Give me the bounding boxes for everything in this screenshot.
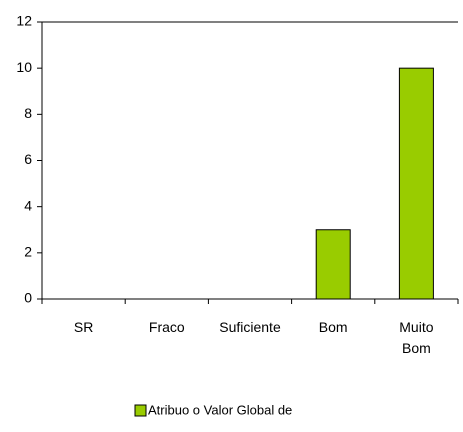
legend-swatch [134,404,147,417]
x-tick-label: Suficiente [219,319,281,335]
y-tick-label: 2 [24,244,32,260]
x-tick-label: SR [73,319,94,335]
y-tick-label: 4 [24,197,32,213]
y-tick-label: 8 [24,105,32,121]
legend-label: Atribuo o Valor Global de [148,402,292,417]
x-tick-label: Muito Bom [399,319,434,356]
y-tick-label: 0 [24,290,32,306]
y-tick-label: 10 [16,59,32,75]
y-tick-label: 12 [16,13,32,29]
bar [398,67,434,300]
x-tick-label: Bom [318,319,348,335]
bar [315,229,351,300]
y-tick-label: 6 [24,151,32,167]
x-tick-label: Fraco [148,319,185,335]
